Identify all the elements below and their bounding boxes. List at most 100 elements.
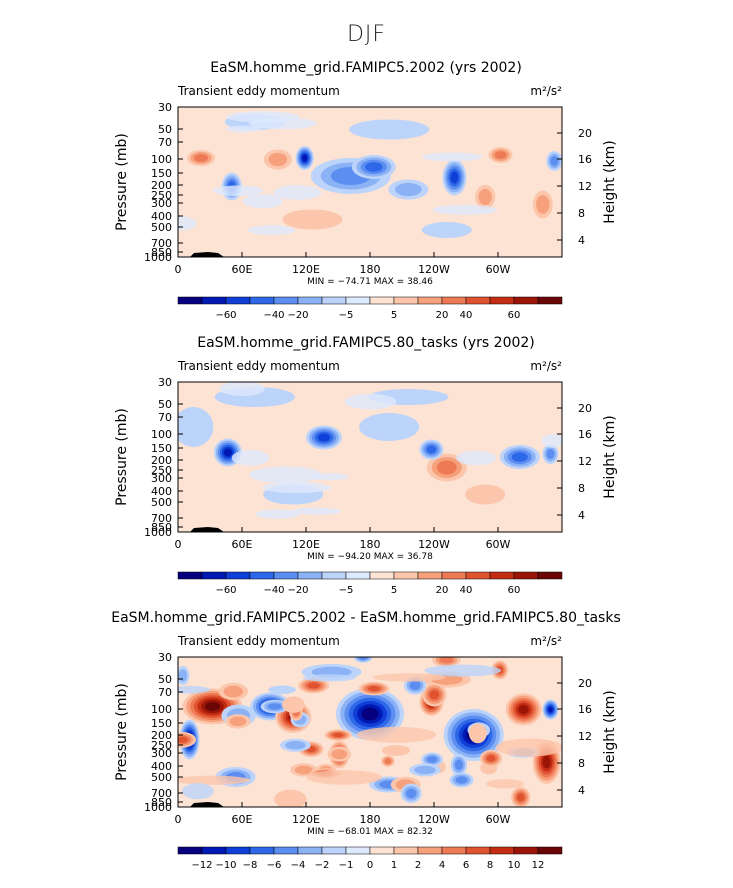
contour-blob — [178, 407, 214, 447]
contour-blob — [267, 703, 282, 710]
min-max-stats: MIN = −68.01 MAX = 82.32 — [307, 827, 433, 837]
contour-blob — [212, 185, 264, 197]
colorbar-swatch — [537, 571, 563, 580]
contour-blob — [359, 413, 420, 441]
colorbar-swatch — [177, 296, 203, 305]
x-tick-label: 0 — [175, 538, 182, 551]
contour-blob — [518, 704, 529, 715]
contour-blob — [494, 151, 507, 159]
contour-blob — [247, 225, 295, 235]
y-tick-label: 200 — [151, 179, 172, 192]
contour-blob — [495, 738, 562, 757]
contour-blob — [454, 759, 464, 771]
x-tick-label: 0 — [175, 263, 182, 276]
colorbar-label: −2 — [315, 860, 330, 871]
colorbar-label: 60 — [508, 585, 521, 596]
contour-blob — [536, 195, 550, 214]
colorbar-swatch — [249, 846, 275, 855]
contour-blob — [282, 696, 305, 713]
x-tick-label: 120E — [292, 538, 320, 551]
y-tick-label: 700 — [151, 237, 172, 250]
y-tick-label: 1000 — [144, 801, 172, 814]
y-right-tick-label: 16 — [578, 703, 592, 716]
contour-blob — [262, 482, 331, 494]
contour-blob — [414, 765, 436, 775]
terrain-mask — [190, 802, 224, 807]
colorbar-swatch — [369, 571, 395, 580]
y-right-tick-label: 8 — [578, 207, 585, 220]
x-tick-label: 60W — [486, 538, 511, 551]
contour-blob — [268, 685, 296, 695]
colorbar-label: 8 — [487, 860, 493, 871]
colorbar-label: 5 — [391, 310, 397, 321]
colorbar-swatch — [465, 571, 491, 580]
y-tick-label: 250 — [151, 739, 172, 752]
contour-blob — [356, 726, 437, 743]
contour-blob — [223, 448, 232, 457]
contour-blob — [381, 745, 411, 756]
colorbar-swatch — [249, 296, 275, 305]
colorbar-swatch — [225, 846, 251, 855]
contour-blob — [372, 673, 446, 682]
contour-blob — [223, 685, 244, 698]
colorbar-label: 20 — [436, 585, 449, 596]
colorbar-swatch — [537, 846, 563, 855]
units-label: m²/s² — [530, 634, 562, 648]
contour-blob — [219, 382, 265, 397]
contour-blob — [516, 793, 525, 802]
colorbar-swatch — [489, 846, 515, 855]
colorbar-label: 20 — [436, 310, 449, 321]
colorbar-label: 12 — [532, 860, 545, 871]
contour-blob — [395, 182, 422, 197]
panel-title: EaSM.homme_grid.FAMIPC5.2002 - EaSM.homm… — [111, 610, 621, 626]
x-tick-label: 180 — [360, 263, 381, 276]
contour-blob — [436, 460, 457, 475]
x-tick-label: 120E — [292, 263, 320, 276]
y-tick-label: 700 — [151, 787, 172, 800]
y-right-tick-label: 4 — [578, 784, 585, 797]
y-right-tick-label: 16 — [578, 428, 592, 441]
colorbar-label: −8 — [243, 860, 258, 871]
contour-blob — [182, 783, 214, 800]
variable-label: Transient eddy momentum — [177, 634, 340, 648]
y-tick-label: 100 — [151, 703, 172, 716]
y-tick-label: 50 — [158, 673, 172, 686]
y-tick-label: 250 — [151, 464, 172, 477]
colorbar-swatch — [441, 846, 467, 855]
y-right-axis-label: Height (km) — [602, 690, 618, 773]
colorbar-label: 10 — [508, 860, 521, 871]
colorbar-label: 1 — [391, 860, 397, 871]
colorbar-swatch — [297, 296, 323, 305]
colorbar-swatch — [225, 571, 251, 580]
colorbar-swatch — [513, 571, 539, 580]
contour-blob — [178, 685, 211, 694]
contour-blob — [302, 674, 357, 682]
colorbar-label: 5 — [391, 585, 397, 596]
terrain-mask — [190, 527, 224, 532]
colorbar-label: −10 — [215, 860, 236, 871]
colorbar-swatch — [465, 846, 491, 855]
contour-blob — [511, 452, 528, 462]
y-tick-label: 70 — [158, 136, 172, 149]
panel-title: EaSM.homme_grid.FAMIPC5.80_tasks (yrs 20… — [197, 335, 535, 351]
colorbar-label: 2 — [415, 860, 421, 871]
units-label: m²/s² — [530, 84, 562, 98]
contour-blob — [249, 466, 322, 484]
contour-blob — [546, 449, 555, 459]
contour-blob — [255, 509, 300, 519]
contour-blob — [332, 732, 344, 738]
contour-blob — [361, 707, 379, 721]
y-tick-label: 200 — [151, 454, 172, 467]
contour-blob — [456, 450, 497, 466]
y-tick-label: 50 — [158, 398, 172, 411]
x-tick-label: 120W — [418, 538, 450, 551]
contour-blob — [294, 765, 313, 775]
colorbar-label: −4 — [291, 860, 306, 871]
y-right-tick-label: 12 — [578, 180, 592, 193]
contour-blob — [306, 770, 382, 785]
colorbar-swatch — [417, 846, 443, 855]
x-tick-label: 60W — [486, 813, 511, 826]
y-tick-label: 100 — [151, 153, 172, 166]
y-axis-label: Pressure (mb) — [114, 408, 130, 506]
